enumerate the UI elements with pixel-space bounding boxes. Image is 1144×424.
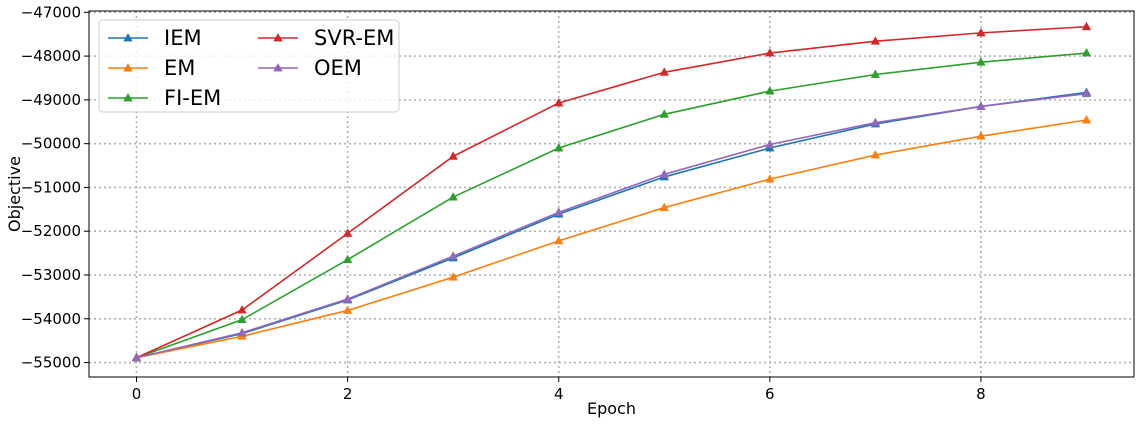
- data-point-fi-em-7: [870, 69, 881, 78]
- data-point-svr-em-5: [659, 67, 669, 76]
- data-point-fi-em-1: [237, 314, 247, 324]
- data-point-fi-em-5: [659, 109, 669, 118]
- data-point-svr-em-8: [976, 27, 986, 37]
- y-tick-label-7: −48000: [21, 47, 81, 65]
- series-line-fi-em: [136, 52, 1087, 359]
- data-point-svr-em-7: [870, 36, 881, 45]
- x-tick-label-4: 8: [976, 385, 986, 403]
- legend-marker-oem: [273, 62, 283, 72]
- x-tick-label-1: 2: [343, 385, 353, 403]
- y-tick-label-4: −51000: [21, 178, 81, 196]
- data-point-oem-2: [342, 294, 353, 303]
- y-tick-label-3: −52000: [21, 222, 81, 240]
- data-point-fi-em-8: [976, 57, 986, 66]
- y-tick-label-0: −55000: [21, 354, 81, 372]
- series-line-svr-em: [136, 25, 1087, 359]
- series-line-em: [136, 119, 1087, 359]
- data-point-em-9: [1081, 114, 1092, 124]
- legend-item-oem: OEM: [258, 56, 362, 80]
- x-tick-label-3: 6: [765, 385, 775, 403]
- data-point-fi-em-2: [342, 254, 353, 264]
- data-point-fi-em-3: [448, 192, 458, 201]
- grid: [89, 11, 1134, 377]
- y-tick-label-2: −53000: [21, 266, 81, 284]
- legend-label-iem: IEM: [164, 26, 202, 50]
- data-point-em-7: [870, 150, 881, 159]
- data-point-em-3: [448, 272, 458, 281]
- data-point-oem-7: [870, 117, 881, 127]
- legend-marker-svr-em: [273, 32, 283, 42]
- series-oem: [131, 88, 1092, 362]
- data-point-em-8: [976, 131, 986, 140]
- data-point-svr-em-4: [554, 97, 564, 107]
- legend-item-fi-em: FI-EM: [108, 86, 221, 110]
- legend-marker-fi-em: [123, 92, 133, 102]
- legend: IEM EM FI-EM SVR-EM OEM: [98, 19, 400, 113]
- legend-marker-iem: [123, 32, 133, 42]
- y-tick-label-8: −47000: [21, 3, 81, 21]
- data-point-oem-9: [1081, 88, 1092, 98]
- data-point-em-4: [554, 235, 564, 245]
- legend-item-iem: IEM: [108, 26, 202, 50]
- legend-item-em: EM: [108, 56, 195, 80]
- x-tick-label-0: 0: [132, 385, 142, 403]
- legend-label-em: EM: [164, 56, 195, 80]
- series-line-oem: [136, 92, 1087, 359]
- series-fi-em: [131, 48, 1092, 362]
- y-tick-label-5: −50000: [21, 135, 81, 153]
- data-point-oem-6: [765, 139, 775, 148]
- data-point-fi-em-4: [554, 143, 564, 152]
- legend-item-svr-em: SVR-EM: [258, 26, 394, 50]
- data-point-fi-em-6: [765, 86, 775, 95]
- legend-marker-em: [123, 62, 133, 72]
- data-point-svr-em-3: [448, 151, 458, 160]
- data-point-oem-3: [448, 251, 458, 260]
- y-axis-label: Objective: [5, 156, 24, 232]
- data-point-em-6: [765, 174, 775, 183]
- x-axis-ticks: 0 2 4 6 8: [132, 377, 986, 403]
- plot-frame: [88, 10, 1135, 378]
- data-point-svr-em-9: [1081, 21, 1092, 31]
- data-point-fi-em-9: [1081, 48, 1092, 57]
- series-lines: [131, 21, 1092, 362]
- data-point-svr-em-2: [342, 228, 353, 237]
- legend-box: [98, 19, 400, 113]
- data-point-em-2: [342, 305, 353, 314]
- data-point-oem-4: [554, 207, 564, 216]
- y-axis-ticks: −55000 −54000 −53000 −52000 −51000 −50000 −490…: [21, 3, 89, 372]
- data-point-oem-0: [131, 352, 142, 362]
- data-point-oem-5: [659, 169, 669, 178]
- data-point-svr-em-6: [765, 48, 775, 57]
- data-point-em-5: [659, 202, 669, 211]
- data-point-oem-8: [976, 101, 986, 110]
- legend-label-svr-em: SVR-EM: [314, 26, 394, 50]
- data-point-oem-1: [237, 327, 247, 337]
- y-tick-label-1: −54000: [21, 310, 81, 328]
- data-point-svr-em-1: [237, 305, 247, 314]
- x-axis-label: Epoch: [587, 399, 636, 418]
- legend-label-oem: OEM: [314, 56, 362, 80]
- legend-label-fi-em: FI-EM: [164, 86, 221, 110]
- x-tick-label-2: 4: [554, 385, 564, 403]
- y-tick-label-6: −49000: [21, 91, 81, 109]
